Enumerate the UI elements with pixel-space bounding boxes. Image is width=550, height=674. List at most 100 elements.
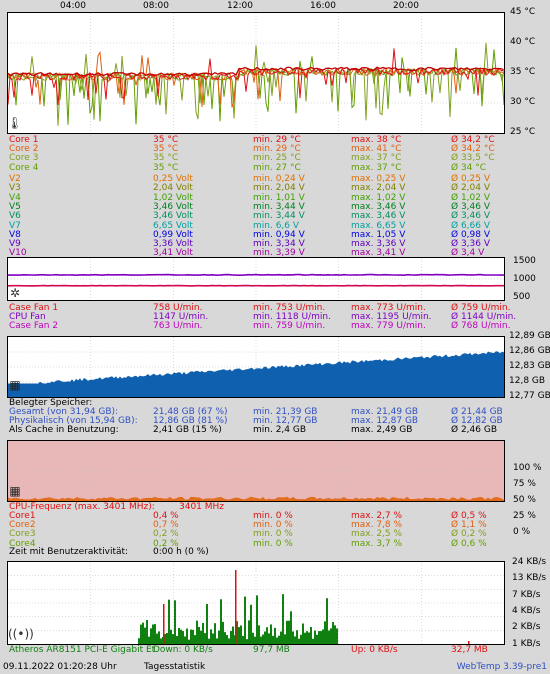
row-min: min. 21,39 GB <box>253 407 318 417</box>
row-value: 12,86 GB (81 %) <box>153 416 228 427</box>
network-bar <box>230 630 232 644</box>
axis-label: 12,77 GB <box>509 391 550 401</box>
fan-chart <box>7 257 505 301</box>
network-bar <box>216 638 218 644</box>
row-min: min. 6,6 V <box>253 220 300 231</box>
network-bar <box>262 634 264 644</box>
network-bar <box>180 629 182 644</box>
network-bar <box>330 628 332 644</box>
network-bar <box>258 625 260 644</box>
axis-label: 35 °C <box>510 67 536 77</box>
row-avg: Ø 3,4 V <box>451 248 485 259</box>
footer: 09.11.2022 01:20:28 Uhr Tagesstatistik W… <box>0 660 550 674</box>
network-adapter: Atheros AR8151 PCI-E Gigabit Et <box>9 645 156 655</box>
row-value: 2,41 GB (15 %) <box>153 425 222 436</box>
network-bar <box>188 639 190 644</box>
axis-label: 75 % <box>513 478 536 489</box>
row-name: Core2 <box>9 520 36 531</box>
row-max: max. 12,87 GB <box>351 416 419 427</box>
network-bar <box>326 598 328 644</box>
network-bar <box>306 631 308 644</box>
network-bar <box>160 638 162 644</box>
stats-row: Case Fan 2 763 U/min. min. 759 U/min. max. … <box>9 322 550 331</box>
network-bar <box>282 594 284 644</box>
row-name: V6 <box>9 211 21 222</box>
row-min: min. 1,01 V <box>253 192 305 203</box>
stats-row: Core1 0,4 % min. 0 % max. 2,7 % Ø 0,5 % <box>9 512 550 521</box>
row-max: max. 21,49 GB <box>351 407 419 417</box>
row-avg: Ø 0,2 % <box>451 529 487 540</box>
network-bar <box>176 635 178 644</box>
fan-icon: ✲ <box>9 286 21 300</box>
fan-series-line <box>8 273 504 277</box>
network-bar <box>288 620 290 644</box>
network-bar <box>264 631 266 644</box>
network-bar <box>192 629 194 644</box>
network-bar <box>308 632 310 644</box>
row-name: V4 <box>9 192 21 203</box>
row-value: 0,99 Volt <box>153 229 193 240</box>
network-bar <box>246 639 248 644</box>
row-max: max. 3,41 V <box>351 248 406 259</box>
row-min: min. 759 U/min. <box>253 321 326 332</box>
row-max: max. 3,36 V <box>351 239 406 250</box>
daily-stats-link[interactable]: Tagesstatistik <box>144 662 206 672</box>
row-max: max. 1195 U/min. <box>351 312 432 323</box>
row-avg: Ø 0,5 % <box>451 511 487 521</box>
axis-label: 12,86 GB <box>509 346 550 356</box>
axis-label: 12,83 GB <box>509 361 550 371</box>
stats-row: V3 2,04 Volt min. 2,04 V max. 2,04 V Ø 2,04 … <box>9 184 550 193</box>
network-bar <box>172 634 174 644</box>
axis-label: 500 <box>513 292 531 302</box>
row-name: Als Cache in Benutzung: <box>9 425 119 436</box>
network-bar <box>302 623 304 644</box>
cpu-chip-icon: ▦ <box>9 484 21 498</box>
row-min: min. 12,77 GB <box>253 416 318 427</box>
network-bar <box>260 636 262 644</box>
stats-row: Core3 0,2 % min. 0 % max. 2,5 % Ø 0,2 % <box>9 530 550 539</box>
row-avg: Ø 34,2 °C <box>451 144 495 155</box>
axis-label: 40 °C <box>510 37 536 47</box>
network-bar <box>212 633 214 644</box>
axis-label: 100 % <box>513 463 542 473</box>
stats-row: V6 3,46 Volt min. 3,44 V max. 3,46 V Ø 3,46 … <box>9 212 550 221</box>
network-bar <box>156 633 158 644</box>
network-bar <box>208 638 210 644</box>
network-bar <box>174 600 176 644</box>
axis-label: 4 KB/s <box>512 605 541 616</box>
network-bar <box>226 635 228 644</box>
network-bar <box>310 627 312 644</box>
row-name: Core 1 <box>9 135 39 145</box>
row-max: max. 773 U/min. <box>351 303 426 313</box>
row-name: Case Fan 1 <box>9 303 59 313</box>
temperature-chart <box>7 12 505 134</box>
memory-graph <box>8 337 504 397</box>
network-bar <box>200 630 202 644</box>
memory-area <box>8 351 504 397</box>
network-bar <box>146 620 148 644</box>
row-min: min. 29 °C <box>253 135 301 145</box>
network-bar <box>278 635 280 644</box>
app-version-link[interactable]: WebTemp 3.39-pre1 <box>456 662 547 672</box>
network-graph <box>8 562 504 644</box>
row-name: V8 <box>9 229 21 240</box>
row-avg: Ø 3,46 V <box>451 211 491 222</box>
row-value: 35 °C <box>153 153 179 164</box>
row-avg: Ø 1,02 V <box>451 192 491 203</box>
row-value: 763 U/min. <box>153 321 203 332</box>
row-value: 35 °C <box>153 162 179 173</box>
network-up-total: 32,7 MB <box>451 645 488 655</box>
axis-label: 1000 <box>513 274 536 284</box>
memory-header: Belegter Speicher: <box>9 398 93 408</box>
stats-row: V2 0,25 Volt min. 0,24 V max. 0,25 V Ø 0,25 … <box>9 175 550 184</box>
row-name: Core 2 <box>9 144 39 155</box>
network-bar <box>154 624 156 644</box>
network-bar <box>222 621 224 644</box>
network-bar <box>286 620 288 644</box>
row-name: Core4 <box>9 538 36 549</box>
axis-label: 2 KB/s <box>512 622 541 633</box>
axis-label: 1500 <box>513 256 536 266</box>
row-name: V7 <box>9 220 21 231</box>
row-value: 0,2 % <box>153 538 179 549</box>
stats-row: V7 6,65 Volt min. 6,6 V max. 6,65 V Ø 6,66 V <box>9 220 550 231</box>
